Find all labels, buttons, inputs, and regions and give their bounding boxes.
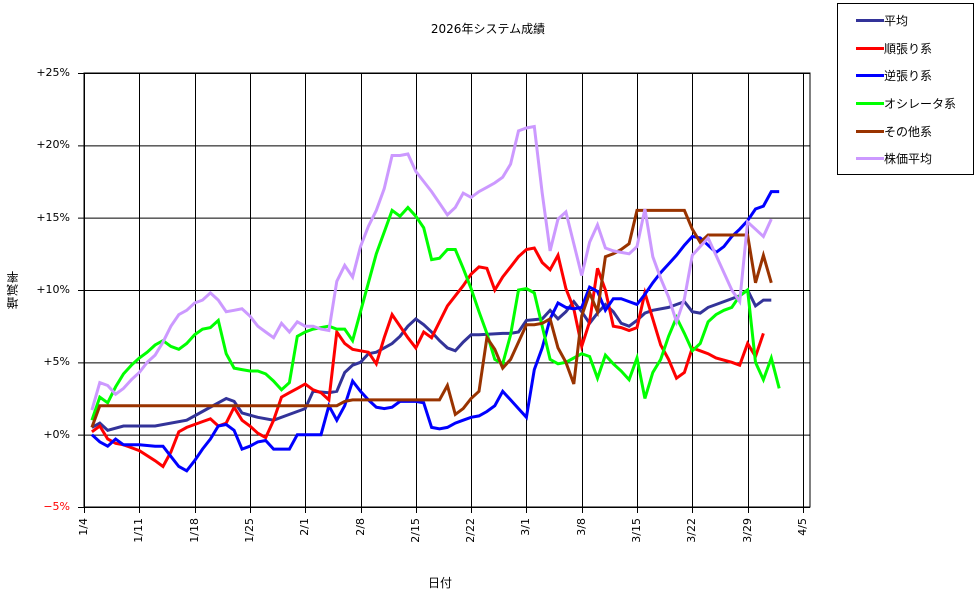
x-tick: 1/18 bbox=[187, 518, 201, 543]
series-line bbox=[91, 287, 772, 432]
x-tick: 3/15 bbox=[630, 518, 643, 543]
y-tick: +5% bbox=[43, 355, 70, 369]
legend-label: 株価平均 bbox=[884, 151, 933, 166]
x-tick: 1/25 bbox=[242, 518, 256, 543]
x-tick: 4/5 bbox=[795, 518, 809, 536]
series-line bbox=[90, 124, 773, 411]
x-tick: 3/1 bbox=[519, 518, 533, 536]
x-tick: 3/29 bbox=[740, 518, 754, 543]
legend-label: 平均 bbox=[884, 13, 909, 28]
y-tick: +10% bbox=[36, 283, 70, 296]
legend-item-stock-average: 株価平均 bbox=[838, 148, 932, 168]
legend-item-trend: 順張り系 bbox=[838, 38, 932, 58]
x-tick: 2/22 bbox=[464, 518, 478, 543]
legend-label: 順張り系 bbox=[884, 41, 933, 56]
x-tick: 2/8 bbox=[353, 518, 367, 536]
y-tick-negative: −5% bbox=[43, 500, 70, 513]
x-tick: 3/22 bbox=[685, 518, 699, 543]
series-line bbox=[90, 190, 780, 473]
y-axis-label: 増減率 bbox=[6, 270, 20, 309]
plot-area-border bbox=[83, 72, 811, 508]
series-line bbox=[90, 205, 781, 421]
legend-label: オシレータ系 bbox=[884, 96, 957, 111]
series-line bbox=[90, 208, 773, 428]
y-tick: +0% bbox=[43, 427, 70, 441]
legend-swatch bbox=[856, 46, 884, 50]
legend-label: 逆張り系 bbox=[884, 68, 933, 83]
x-tick: 1/11 bbox=[132, 518, 146, 543]
legend-item-other: その他系 bbox=[838, 121, 932, 141]
legend-swatch bbox=[856, 156, 884, 160]
legend-item-oscillator: オシレータ系 bbox=[838, 93, 956, 113]
legend-swatch bbox=[856, 18, 884, 22]
y-tick: +15% bbox=[36, 210, 70, 224]
chart-title: 2026年システム成績 bbox=[430, 22, 546, 36]
legend: 平均 順張り系 逆張り系 オシレータ系 その他系 株価平均 bbox=[837, 3, 974, 175]
x-axis-label: 日付 bbox=[427, 576, 452, 590]
x-tick: 3/8 bbox=[574, 518, 588, 536]
series-lines bbox=[90, 124, 781, 473]
y-tick: +20% bbox=[36, 138, 70, 152]
legend-item-average: 平均 bbox=[838, 10, 908, 30]
x-tick: 1/4 bbox=[77, 518, 90, 536]
legend-label: その他系 bbox=[884, 124, 933, 139]
y-tick: +25% bbox=[36, 66, 70, 79]
legend-swatch bbox=[856, 101, 884, 105]
x-tick: 2/1 bbox=[298, 518, 312, 536]
series-line bbox=[91, 246, 765, 469]
gridlines bbox=[78, 73, 810, 513]
legend-swatch bbox=[856, 129, 884, 133]
legend-item-contrarian: 逆張り系 bbox=[838, 65, 932, 85]
x-tick: 2/15 bbox=[408, 518, 422, 543]
legend-swatch bbox=[856, 73, 884, 77]
